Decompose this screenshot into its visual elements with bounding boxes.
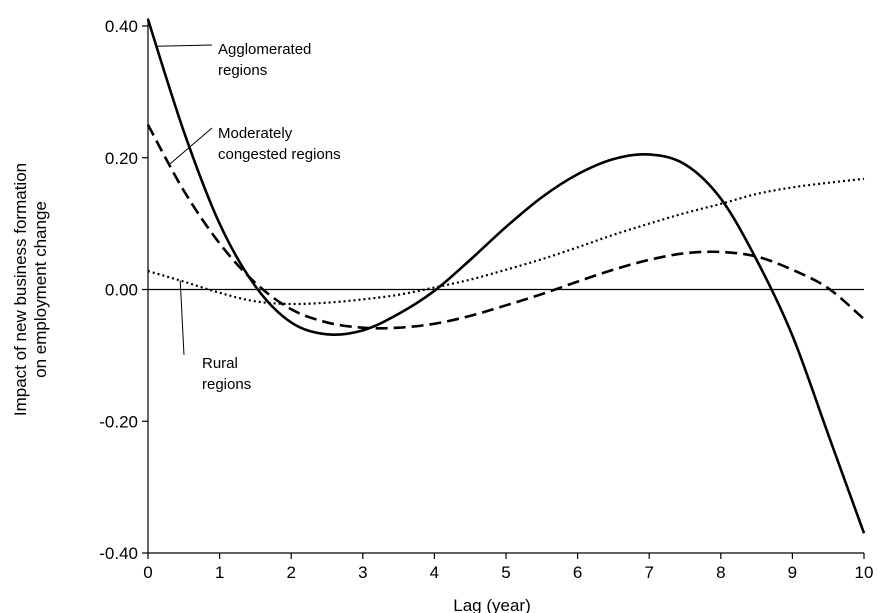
annotations: Agglomerated regions Moderately congested r… <box>156 41 341 393</box>
x-tick-label: 4 <box>430 563 439 582</box>
x-tick-label: 3 <box>358 563 367 582</box>
x-tick-label: 6 <box>573 563 582 582</box>
y-tick-label: 0.20 <box>105 149 138 168</box>
x-tick-label: 9 <box>788 563 797 582</box>
annotation-rural-label: regions <box>202 376 251 393</box>
y-tick-label: 0.00 <box>105 281 138 300</box>
series-line-agglomerated <box>146 19 866 534</box>
annotation-moderately-congested-label: congested regions <box>218 146 341 163</box>
annotation-rural-leader <box>179 280 185 356</box>
annotation-agglomerated-leader <box>156 44 213 47</box>
x-tick-label: 2 <box>286 563 295 582</box>
series-line-rural <box>147 177 865 306</box>
series-line-moderately-congested <box>146 124 865 330</box>
series-layer <box>146 19 866 534</box>
annotation-moderately-congested-label: Moderately <box>218 125 293 142</box>
axes: 0.40 0.20 0.00 -0.20 -0.40 0 1 2 3 4 5 6 7 8 9 10 Lag (y… <box>11 17 873 613</box>
x-tick-label: 1 <box>215 563 224 582</box>
y-axis-title-line: Impact of new business formation <box>11 163 30 416</box>
x-tick-label: 10 <box>855 563 874 582</box>
x-tick-label: 8 <box>716 563 725 582</box>
annotation-agglomerated-label: regions <box>218 62 267 79</box>
x-tick-label: 7 <box>644 563 653 582</box>
x-tick-label: 0 <box>143 563 152 582</box>
x-tick-label: 5 <box>501 563 510 582</box>
y-tick-label: -0.40 <box>99 544 138 563</box>
y-tick-label: -0.20 <box>99 412 138 431</box>
x-axis-title: Lag (year) <box>453 596 530 613</box>
annotation-moderately-congested-leader <box>169 127 213 165</box>
annotation-rural-label: Rural <box>202 355 238 372</box>
y-axis-title-line: on employment change <box>31 201 50 378</box>
y-tick-label: 0.40 <box>105 17 138 36</box>
annotation-agglomerated-label: Agglomerated <box>218 41 311 58</box>
